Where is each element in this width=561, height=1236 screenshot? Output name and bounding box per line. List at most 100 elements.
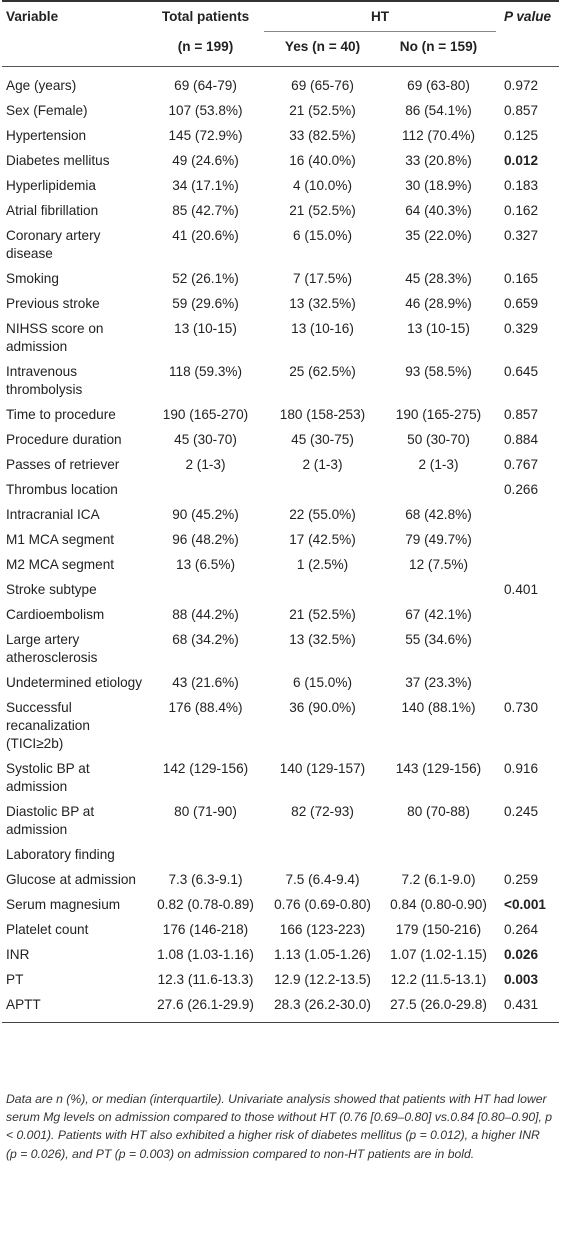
cell-total: 80 (71-90) bbox=[174, 804, 237, 819]
cell-total: 7.3 (6.3-9.1) bbox=[168, 872, 243, 887]
cell-p-value: 0.026 bbox=[504, 947, 539, 962]
cell-total: 90 (45.2%) bbox=[172, 507, 239, 522]
cell-p-value: 0.012 bbox=[504, 153, 539, 168]
cell-variable: Intracranial ICA bbox=[6, 507, 100, 522]
cell-p-value: 0.264 bbox=[504, 922, 539, 937]
cell-p-value: 0.767 bbox=[504, 457, 539, 472]
table-row: Diastolic BP at admission 80 (71-90) 82 (7… bbox=[2, 800, 559, 843]
table-row: Platelet count 176 (146-218) 166 (123-223)… bbox=[2, 918, 559, 943]
table-row: Time to procedure 190 (165-270) 180 (158-2… bbox=[2, 403, 559, 428]
cell-ht-yes: 13 (10-16) bbox=[291, 321, 354, 336]
cell-ht-yes: 82 (72-93) bbox=[291, 804, 354, 819]
table-row: Large artery atherosclerosis 68 (34.2%) 13… bbox=[2, 628, 559, 671]
cell-p-value: 0.916 bbox=[504, 761, 539, 776]
table-row: Systolic BP at admission 142 (129-156) 140… bbox=[2, 757, 559, 800]
cell-ht-no: 67 (42.1%) bbox=[405, 607, 472, 622]
cell-p-value: 0.165 bbox=[504, 271, 539, 286]
cell-p-value bbox=[496, 528, 559, 553]
cell-p-value: 0.730 bbox=[504, 700, 539, 715]
cell-total: 1.08 (1.03-1.16) bbox=[157, 947, 254, 962]
table-row: Diabetes mellitus 49 (24.6%) 16 (40.0%) 33 … bbox=[2, 149, 559, 174]
cell-variable: Diastolic BP at admission bbox=[6, 804, 95, 837]
cell-variable: Stroke subtype bbox=[6, 582, 97, 597]
cell-p-value: 0.857 bbox=[504, 103, 539, 118]
cell-ht-no: 45 (28.3%) bbox=[405, 271, 472, 286]
table-row: Undetermined etiology 43 (21.6%) 6 (15.0%)… bbox=[2, 671, 559, 696]
cell-variable: Age (years) bbox=[6, 78, 77, 93]
table-row: Glucose at admission 7.3 (6.3-9.1) 7.5 (6.… bbox=[2, 868, 559, 893]
cell-ht-yes: 166 (123-223) bbox=[279, 922, 366, 937]
cell-ht-yes: 7.5 (6.4-9.4) bbox=[285, 872, 360, 887]
cell-ht-no: 190 (165-275) bbox=[395, 407, 482, 422]
cell-total: 0.82 (0.78-0.89) bbox=[157, 897, 254, 912]
cell-p-value: 0.659 bbox=[504, 296, 539, 311]
cell-p-value: 0.003 bbox=[504, 972, 539, 987]
cell-total: 49 (24.6%) bbox=[172, 153, 239, 168]
cell-total: 88 (44.2%) bbox=[172, 607, 239, 622]
cell-ht-yes: 25 (62.5%) bbox=[289, 364, 356, 379]
cell-p-value: 0.972 bbox=[504, 78, 539, 93]
cell-ht-yes: 13 (32.5%) bbox=[289, 296, 356, 311]
cell-ht-no: 1.07 (1.02-1.15) bbox=[390, 947, 487, 962]
cell-variable: Diabetes mellitus bbox=[6, 153, 110, 168]
cell-ht-no: 13 (10-15) bbox=[407, 321, 470, 336]
header-total-patients: Total patients bbox=[161, 9, 250, 24]
table-row: INR 1.08 (1.03-1.16) 1.13 (1.05-1.26) 1.07 … bbox=[2, 943, 559, 968]
cell-variable: Successful recanalization (TICI≥2b) bbox=[6, 700, 90, 751]
header-blank bbox=[2, 32, 147, 67]
cell-p-value bbox=[496, 553, 559, 578]
cell-ht-no: 27.5 (26.0-29.8) bbox=[381, 993, 496, 1023]
cell-p-value bbox=[496, 628, 559, 671]
cell-p-value: 0.245 bbox=[504, 804, 539, 819]
cell-ht-no: 86 (54.1%) bbox=[405, 103, 472, 118]
table-row: M2 MCA segment 13 (6.5%) 1 (2.5%) 12 (7.5%) bbox=[2, 553, 559, 578]
cell-ht-no: 64 (40.3%) bbox=[405, 203, 472, 218]
cell-total: 176 (88.4%) bbox=[168, 700, 243, 715]
cell-ht-no: 33 (20.8%) bbox=[405, 153, 472, 168]
table-row: Successful recanalization (TICI≥2b) 176 (… bbox=[2, 696, 559, 757]
cell-variable: Undetermined etiology bbox=[6, 675, 143, 690]
baseline-characteristics-table: Variable Total patients HT P value (n = … bbox=[2, 0, 559, 1023]
cell-ht-yes: 12.9 (12.2-13.5) bbox=[274, 972, 371, 987]
cell-ht-yes: 69 (65-76) bbox=[291, 78, 354, 93]
cell-total: 45 (30-70) bbox=[174, 432, 237, 447]
cell-total: 190 (165-270) bbox=[162, 407, 249, 422]
cell-ht-no: 80 (70-88) bbox=[407, 804, 470, 819]
cell-ht-no bbox=[381, 843, 496, 868]
cell-ht-yes: 17 (42.5%) bbox=[289, 532, 356, 547]
cell-p-value: 0.125 bbox=[504, 128, 539, 143]
cell-p-value: 0.259 bbox=[504, 872, 539, 887]
cell-total: 68 (34.2%) bbox=[172, 632, 239, 647]
cell-ht-yes: 45 (30-75) bbox=[291, 432, 354, 447]
table-row: M1 MCA segment 96 (48.2%) 17 (42.5%) 79 (49… bbox=[2, 528, 559, 553]
cell-ht-no: 2 (1-3) bbox=[418, 457, 459, 472]
cell-ht-yes: 0.76 (0.69-0.80) bbox=[274, 897, 371, 912]
table-row: Atrial fibrillation 85 (42.7%) 21 (52.5%) 6… bbox=[2, 199, 559, 224]
cell-ht-no: 112 (70.4%) bbox=[401, 128, 476, 143]
cell-ht-no: 143 (129-156) bbox=[395, 761, 482, 776]
cell-ht-yes: 21 (52.5%) bbox=[289, 103, 356, 118]
cell-total: 96 (48.2%) bbox=[172, 532, 239, 547]
cell-total: 107 (53.8%) bbox=[168, 103, 243, 118]
cell-variable: Sex (Female) bbox=[6, 103, 88, 118]
cell-total bbox=[147, 478, 264, 503]
cell-total: 85 (42.7%) bbox=[172, 203, 239, 218]
cell-ht-no: 93 (58.5%) bbox=[405, 364, 472, 379]
cell-ht-yes: 33 (82.5%) bbox=[289, 128, 356, 143]
cell-ht-yes: 28.3 (26.2-30.0) bbox=[264, 993, 381, 1023]
header-ht-no: No (n = 159) bbox=[399, 39, 478, 54]
cell-ht-yes bbox=[264, 478, 381, 503]
cell-ht-no: 140 (88.1%) bbox=[401, 700, 476, 715]
cell-variable: NIHSS score on admission bbox=[6, 321, 104, 354]
table-row: Laboratory finding bbox=[2, 843, 559, 868]
cell-p-value: 0.431 bbox=[496, 993, 559, 1023]
cell-variable: Glucose at admission bbox=[6, 872, 136, 887]
cell-p-value: 0.183 bbox=[504, 178, 539, 193]
cell-ht-no: 179 (150-216) bbox=[395, 922, 482, 937]
cell-variable: Hyperlipidemia bbox=[6, 178, 96, 193]
cell-p-value bbox=[496, 603, 559, 628]
cell-ht-yes: 1.13 (1.05-1.26) bbox=[274, 947, 371, 962]
cell-ht-no: 50 (30-70) bbox=[407, 432, 470, 447]
table-row: Cardioembolism 88 (44.2%) 21 (52.5%) 67 (42… bbox=[2, 603, 559, 628]
